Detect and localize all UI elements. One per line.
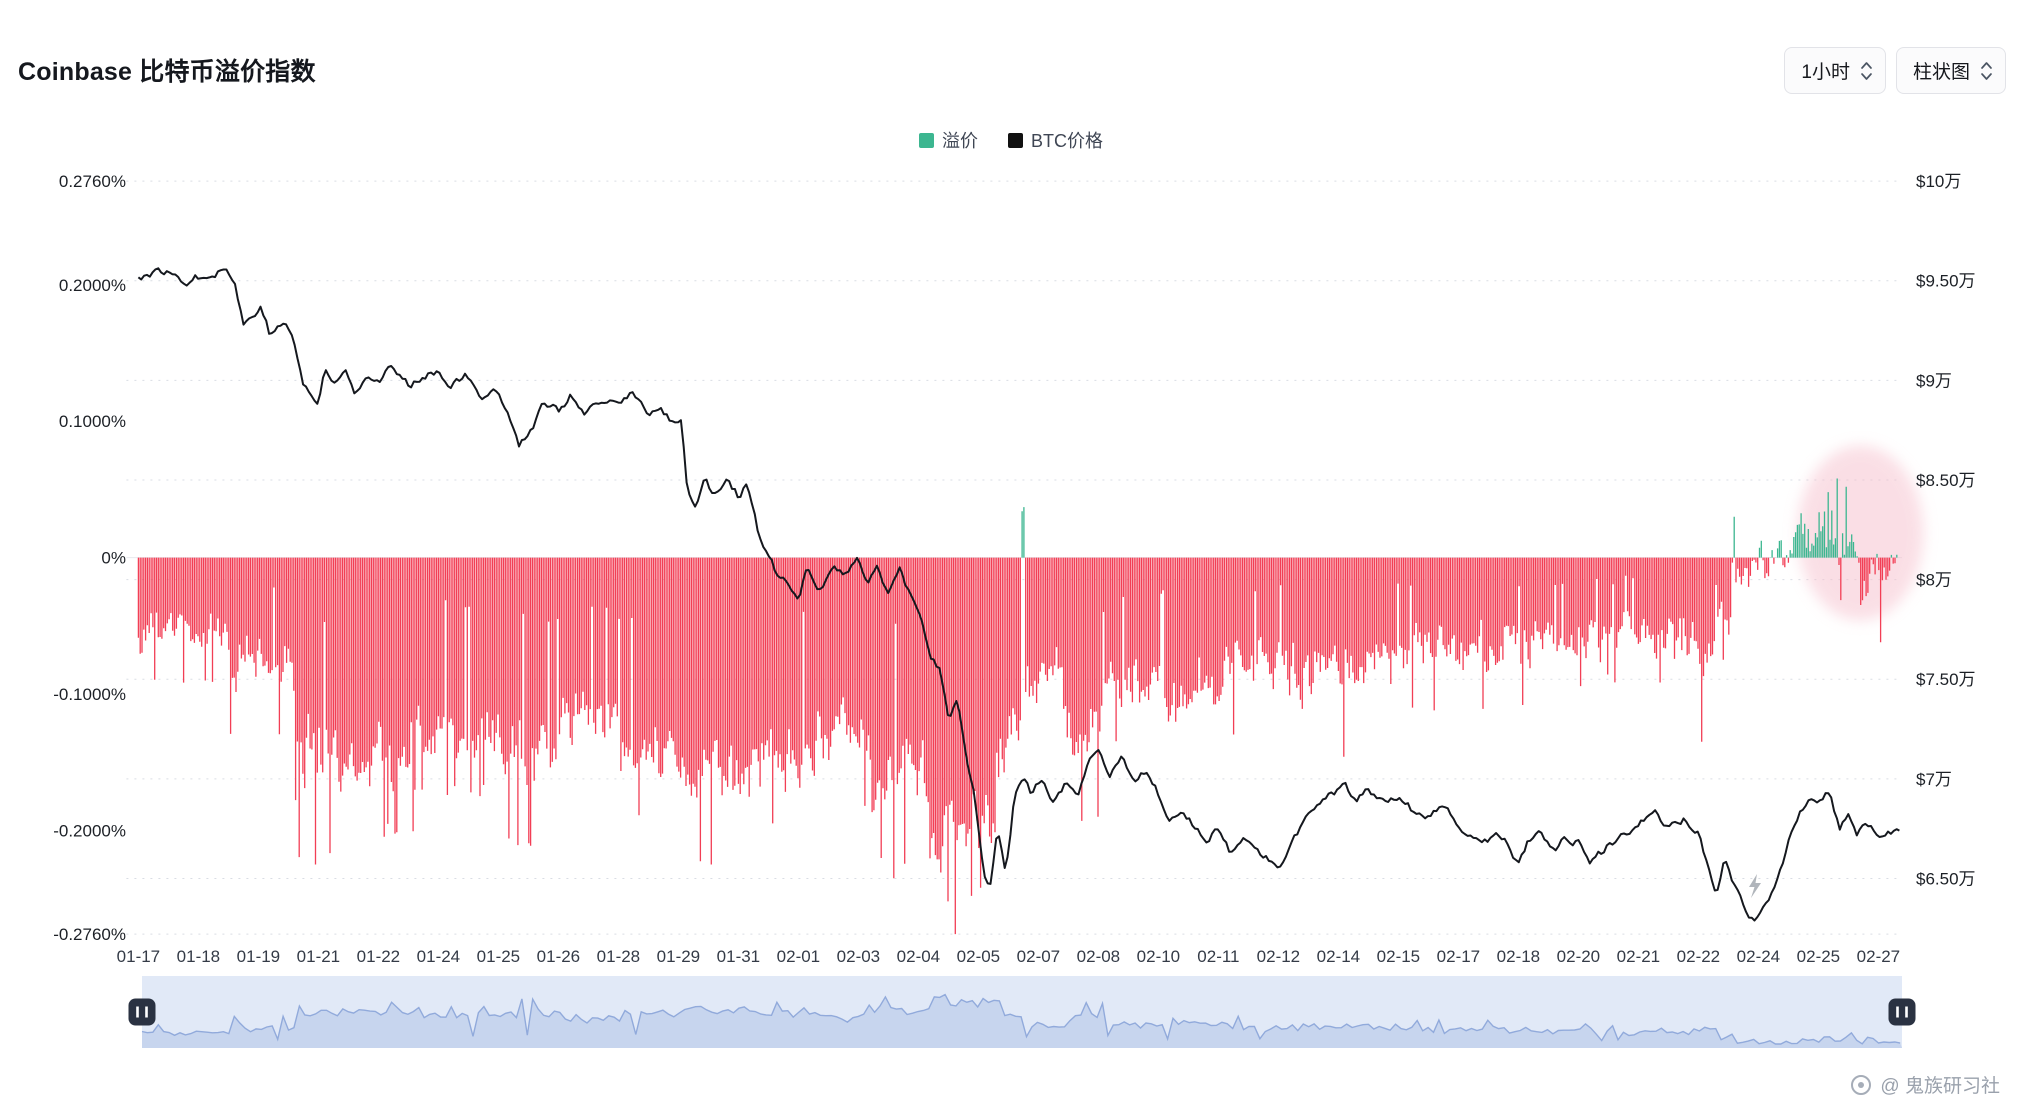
svg-text:02-08: 02-08 bbox=[1077, 947, 1120, 966]
chart-type-select-value: 柱状图 bbox=[1912, 62, 1970, 83]
svg-text:01-31: 01-31 bbox=[717, 947, 760, 966]
svg-text:02-20: 02-20 bbox=[1557, 947, 1600, 966]
svg-text:02-18: 02-18 bbox=[1497, 947, 1540, 966]
svg-text:$6.50万: $6.50万 bbox=[1916, 870, 1976, 889]
svg-text:01-19: 01-19 bbox=[237, 947, 280, 966]
svg-text:0.2760%: 0.2760% bbox=[59, 172, 126, 191]
svg-text:02-12: 02-12 bbox=[1257, 947, 1300, 966]
interval-select-value: 1小时 bbox=[1801, 62, 1850, 83]
svg-text:$9万: $9万 bbox=[1916, 371, 1952, 390]
svg-text:01-18: 01-18 bbox=[177, 947, 220, 966]
left-axis-labels: 0.2760% 0.2000% 0.1000% 0% -0.1000% -0.2000% -… bbox=[53, 172, 126, 944]
svg-text:01-24: 01-24 bbox=[417, 947, 460, 966]
svg-text:$7万: $7万 bbox=[1916, 770, 1952, 789]
premium-bars bbox=[137, 478, 1898, 935]
right-axis-labels: $10万 $9.50万 $9万 $8.50万 $8万 $7.50万 $7万 $6.50万 bbox=[1916, 172, 1976, 888]
svg-text:01-29: 01-29 bbox=[657, 947, 700, 966]
navigator-right-handle[interactable] bbox=[1888, 998, 1916, 1026]
svg-text:02-24: 02-24 bbox=[1737, 947, 1780, 966]
btc-swatch-icon bbox=[1008, 132, 1023, 148]
chart-type-select[interactable]: 柱状图 bbox=[1895, 47, 2006, 94]
svg-text:02-03: 02-03 bbox=[837, 947, 880, 966]
svg-text:02-15: 02-15 bbox=[1377, 947, 1420, 966]
chart-legend: 溢价 BTC价格 bbox=[0, 127, 2022, 153]
btc-price-line bbox=[137, 267, 1900, 922]
updown-arrows-icon bbox=[1981, 61, 1992, 80]
navigator-area-edge bbox=[141, 993, 1901, 1045]
svg-text:$7.50万: $7.50万 bbox=[1916, 670, 1976, 689]
svg-text:01-26: 01-26 bbox=[537, 947, 580, 966]
legend-item-premium[interactable]: 溢价 bbox=[919, 127, 978, 153]
svg-text:02-04: 02-04 bbox=[897, 947, 940, 966]
page-title: Coinbase 比特币溢价指数 bbox=[18, 58, 316, 86]
svg-text:02-07: 02-07 bbox=[1017, 947, 1060, 966]
svg-text:02-21: 02-21 bbox=[1617, 947, 1660, 966]
svg-text:$10万: $10万 bbox=[1916, 172, 1961, 191]
watermark-text: @ 鬼族研习社 bbox=[1880, 1076, 2000, 1097]
svg-text:02-25: 02-25 bbox=[1797, 947, 1840, 966]
svg-text:-0.2760%: -0.2760% bbox=[53, 925, 126, 944]
legend-btc-label: BTC价格 bbox=[1031, 131, 1103, 151]
legend-item-btc[interactable]: BTC价格 bbox=[1008, 127, 1103, 153]
watermark: @ 鬼族研习社 bbox=[1851, 1071, 2000, 1098]
updown-arrows-icon bbox=[1861, 61, 1872, 80]
svg-text:02-05: 02-05 bbox=[957, 947, 1000, 966]
svg-text:01-25: 01-25 bbox=[477, 947, 520, 966]
legend-premium-label: 溢价 bbox=[942, 131, 978, 151]
svg-text:01-22: 01-22 bbox=[357, 947, 400, 966]
svg-text:02-17: 02-17 bbox=[1437, 947, 1480, 966]
highlight-ellipse bbox=[1797, 445, 1924, 621]
mouse-cursor-artifact bbox=[1749, 874, 1761, 898]
navigator-left-handle[interactable] bbox=[128, 998, 156, 1026]
svg-text:$8.50万: $8.50万 bbox=[1916, 471, 1976, 490]
svg-text:0.2000%: 0.2000% bbox=[59, 276, 126, 295]
svg-text:$8万: $8万 bbox=[1916, 571, 1952, 590]
x-axis-labels: 01-17 01-18 01-19 01-21 01-22 01-24 01-25 01-26… bbox=[117, 947, 1900, 966]
svg-text:0.1000%: 0.1000% bbox=[59, 412, 126, 431]
svg-text:-0.1000%: -0.1000% bbox=[53, 685, 126, 704]
svg-text:$9.50万: $9.50万 bbox=[1916, 272, 1976, 291]
svg-text:02-27: 02-27 bbox=[1857, 947, 1900, 966]
svg-text:01-21: 01-21 bbox=[297, 947, 340, 966]
premium-swatch-icon bbox=[919, 132, 934, 148]
svg-text:02-11: 02-11 bbox=[1197, 947, 1239, 966]
svg-text:02-22: 02-22 bbox=[1677, 947, 1720, 966]
svg-text:01-28: 01-28 bbox=[597, 947, 640, 966]
svg-text:02-01: 02-01 bbox=[777, 947, 820, 966]
svg-text:02-10: 02-10 bbox=[1137, 947, 1180, 966]
svg-text:0%: 0% bbox=[101, 549, 126, 568]
svg-text:-0.2000%: -0.2000% bbox=[53, 821, 126, 840]
navigator bbox=[128, 976, 1916, 1048]
navigator-selection[interactable] bbox=[142, 976, 1902, 1048]
svg-text:02-14: 02-14 bbox=[1317, 947, 1360, 966]
interval-select[interactable]: 1小时 bbox=[1784, 47, 1886, 94]
chart-controls: 1小时 柱状图 bbox=[1784, 47, 2006, 94]
svg-text:01-17: 01-17 bbox=[117, 947, 160, 966]
watermark-logo-icon bbox=[1851, 1074, 1872, 1095]
